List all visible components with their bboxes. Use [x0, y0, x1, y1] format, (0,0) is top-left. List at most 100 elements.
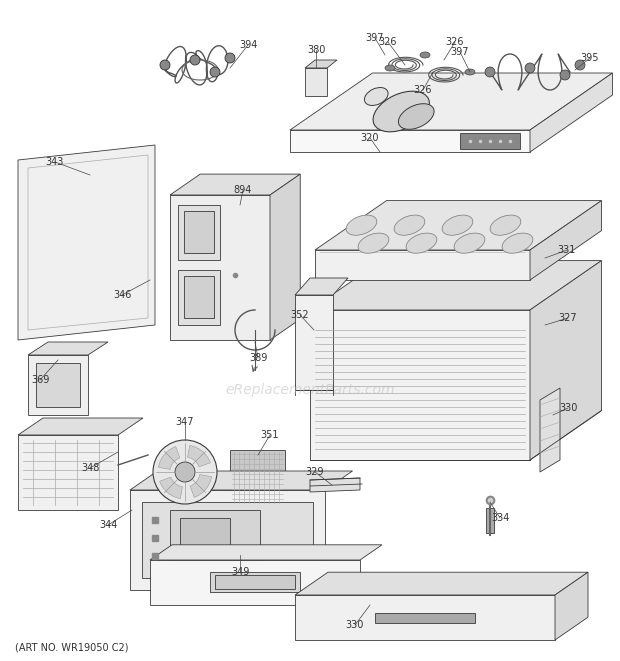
Bar — [184, 276, 214, 318]
Bar — [170, 195, 270, 340]
Bar — [290, 130, 530, 152]
Ellipse shape — [385, 65, 395, 71]
Text: 395: 395 — [581, 53, 600, 63]
Bar — [375, 613, 475, 623]
Polygon shape — [130, 471, 353, 490]
Bar — [36, 363, 80, 407]
Wedge shape — [159, 447, 180, 469]
Bar — [178, 205, 220, 260]
Polygon shape — [295, 572, 588, 595]
Bar — [315, 250, 530, 280]
Text: 348: 348 — [81, 463, 99, 473]
Bar — [170, 510, 260, 565]
Polygon shape — [18, 418, 143, 435]
Circle shape — [190, 55, 200, 65]
Ellipse shape — [399, 104, 434, 130]
Bar — [28, 355, 88, 415]
Bar — [295, 295, 333, 390]
Polygon shape — [530, 73, 613, 152]
Polygon shape — [270, 174, 300, 340]
Ellipse shape — [465, 69, 475, 75]
Ellipse shape — [454, 233, 485, 253]
Polygon shape — [460, 133, 520, 149]
Bar — [215, 575, 295, 589]
Text: 346: 346 — [113, 290, 131, 300]
Polygon shape — [310, 260, 601, 310]
Bar — [180, 518, 230, 548]
Text: 331: 331 — [558, 245, 576, 255]
Polygon shape — [28, 342, 108, 355]
Polygon shape — [310, 478, 360, 492]
Text: 326: 326 — [446, 37, 464, 47]
Text: 369: 369 — [31, 375, 49, 385]
Bar — [178, 270, 220, 325]
Ellipse shape — [394, 215, 425, 235]
Text: 320: 320 — [361, 133, 379, 143]
Text: 330: 330 — [559, 403, 577, 413]
Polygon shape — [540, 388, 560, 472]
Text: 352: 352 — [291, 310, 309, 320]
Text: (ART NO. WR19050 C2): (ART NO. WR19050 C2) — [15, 643, 128, 653]
Circle shape — [175, 462, 195, 482]
Text: 394: 394 — [239, 40, 257, 50]
Circle shape — [160, 60, 170, 70]
Wedge shape — [159, 477, 182, 498]
Wedge shape — [188, 446, 210, 467]
Text: 397: 397 — [451, 47, 469, 57]
Polygon shape — [290, 73, 613, 130]
Bar — [142, 502, 313, 578]
Text: 344: 344 — [99, 520, 117, 530]
Bar — [184, 211, 214, 253]
Polygon shape — [530, 200, 601, 280]
Circle shape — [225, 53, 235, 63]
Text: 389: 389 — [249, 353, 267, 363]
Bar — [305, 68, 327, 96]
Circle shape — [210, 67, 220, 77]
Bar — [295, 595, 555, 640]
Circle shape — [525, 63, 535, 73]
Polygon shape — [305, 60, 337, 68]
Ellipse shape — [442, 215, 473, 235]
Ellipse shape — [358, 233, 389, 253]
Text: 349: 349 — [231, 567, 249, 577]
Text: 326: 326 — [379, 37, 397, 47]
Ellipse shape — [502, 233, 533, 253]
Bar — [130, 490, 325, 590]
Ellipse shape — [365, 87, 388, 106]
Ellipse shape — [490, 215, 521, 235]
Wedge shape — [190, 475, 211, 497]
Text: 894: 894 — [234, 185, 252, 195]
Text: 334: 334 — [491, 513, 509, 523]
Bar — [310, 310, 530, 460]
Text: 326: 326 — [414, 85, 432, 95]
Bar — [150, 560, 360, 605]
Text: 327: 327 — [559, 313, 577, 323]
Circle shape — [575, 60, 585, 70]
Text: 343: 343 — [46, 157, 64, 167]
Circle shape — [153, 440, 217, 504]
Bar — [210, 572, 300, 592]
Ellipse shape — [346, 215, 377, 235]
Text: 329: 329 — [306, 467, 324, 477]
Text: 351: 351 — [261, 430, 279, 440]
Circle shape — [560, 70, 570, 80]
Text: eReplacementParts.com: eReplacementParts.com — [225, 383, 395, 397]
Ellipse shape — [406, 233, 437, 253]
Text: 397: 397 — [366, 33, 384, 43]
Polygon shape — [315, 200, 601, 250]
Ellipse shape — [373, 91, 430, 132]
Polygon shape — [555, 572, 588, 640]
Text: 347: 347 — [175, 417, 194, 427]
Polygon shape — [150, 545, 382, 560]
Bar — [230, 450, 285, 505]
Circle shape — [485, 67, 495, 77]
Polygon shape — [18, 435, 118, 510]
Polygon shape — [295, 278, 348, 295]
Text: 330: 330 — [346, 620, 364, 630]
Text: 380: 380 — [307, 45, 325, 55]
Ellipse shape — [420, 52, 430, 58]
Bar — [486, 508, 494, 533]
Polygon shape — [170, 174, 300, 195]
Polygon shape — [18, 145, 155, 340]
Polygon shape — [530, 260, 601, 460]
